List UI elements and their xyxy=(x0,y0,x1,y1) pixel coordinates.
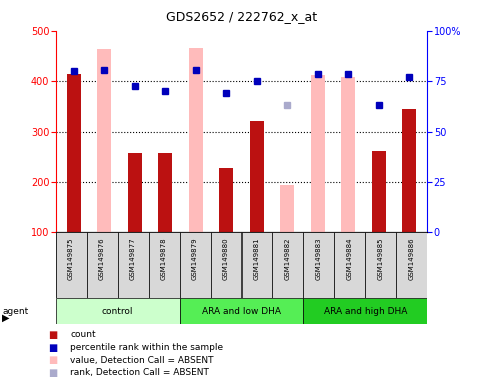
Bar xyxy=(98,50,111,232)
Bar xyxy=(250,121,264,232)
Bar xyxy=(211,232,242,298)
Bar xyxy=(86,232,117,298)
Bar xyxy=(149,232,180,298)
Text: GSM149879: GSM149879 xyxy=(192,238,198,280)
Text: GSM149885: GSM149885 xyxy=(378,238,384,280)
Bar xyxy=(242,232,272,298)
Text: ARA and high DHA: ARA and high DHA xyxy=(324,306,407,316)
Text: GSM149875: GSM149875 xyxy=(68,238,74,280)
Text: percentile rank within the sample: percentile rank within the sample xyxy=(70,343,223,352)
Text: GSM149882: GSM149882 xyxy=(285,238,291,280)
Bar xyxy=(56,298,180,324)
Text: ■: ■ xyxy=(48,368,57,378)
Text: GSM149878: GSM149878 xyxy=(161,238,167,280)
Bar xyxy=(335,232,366,298)
Bar xyxy=(56,232,427,298)
Bar xyxy=(311,74,325,232)
Bar xyxy=(366,232,397,298)
Bar xyxy=(303,298,427,324)
Bar xyxy=(67,74,81,232)
Text: ■: ■ xyxy=(48,355,57,365)
Bar xyxy=(272,232,303,298)
Text: ■: ■ xyxy=(48,343,57,353)
Text: ■: ■ xyxy=(48,330,57,340)
Bar xyxy=(372,151,385,232)
Text: GSM149876: GSM149876 xyxy=(99,238,105,280)
Text: agent: agent xyxy=(2,307,28,316)
Bar xyxy=(180,298,303,324)
Bar xyxy=(303,232,334,298)
Text: count: count xyxy=(70,330,96,339)
Text: GSM149881: GSM149881 xyxy=(254,238,260,280)
Bar xyxy=(56,232,86,298)
Bar xyxy=(341,77,355,232)
Bar xyxy=(158,153,172,232)
Text: ARA and low DHA: ARA and low DHA xyxy=(202,306,281,316)
Text: value, Detection Call = ABSENT: value, Detection Call = ABSENT xyxy=(70,356,213,365)
Bar xyxy=(128,153,142,232)
Bar xyxy=(180,232,211,298)
Text: GSM149884: GSM149884 xyxy=(347,238,353,280)
Text: control: control xyxy=(102,306,133,316)
Text: GSM149880: GSM149880 xyxy=(223,238,229,280)
Bar xyxy=(280,185,294,232)
Text: GSM149877: GSM149877 xyxy=(130,238,136,280)
Bar xyxy=(117,232,149,298)
Text: ▶: ▶ xyxy=(2,313,10,323)
Text: GSM149886: GSM149886 xyxy=(409,238,415,280)
Bar xyxy=(219,168,233,232)
Text: GDS2652 / 222762_x_at: GDS2652 / 222762_x_at xyxy=(166,10,317,23)
Text: rank, Detection Call = ABSENT: rank, Detection Call = ABSENT xyxy=(70,368,209,377)
Text: GSM149883: GSM149883 xyxy=(316,238,322,280)
Bar xyxy=(189,48,203,232)
Bar xyxy=(402,109,416,232)
Bar xyxy=(397,232,427,298)
